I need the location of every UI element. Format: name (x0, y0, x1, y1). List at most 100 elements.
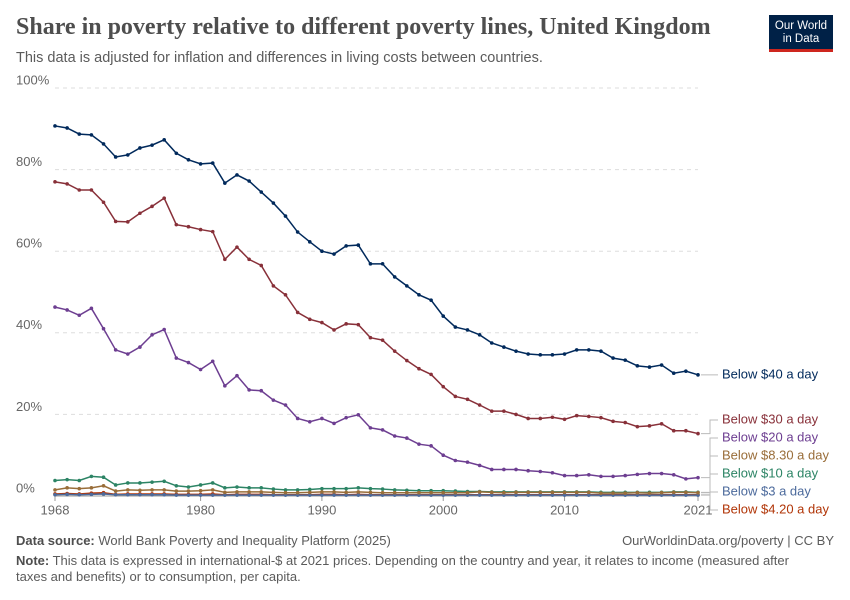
link[interactable]: OurWorldinData.org/poverty | CC BY (622, 533, 834, 548)
data-point (186, 158, 191, 162)
data-point (671, 490, 676, 495)
logo[interactable]: Our World in Data (769, 15, 833, 52)
data-point (587, 493, 591, 497)
data-point (502, 467, 506, 472)
data-point (210, 359, 215, 364)
data-point (210, 161, 215, 165)
data-point (380, 428, 385, 432)
data-point (271, 487, 276, 491)
data-point (186, 493, 191, 497)
data-point (210, 488, 215, 492)
data-point (53, 492, 57, 497)
data-point (89, 133, 94, 137)
data-point (332, 421, 336, 426)
data-point (429, 298, 433, 302)
data-point (392, 349, 397, 353)
data-point (562, 352, 567, 356)
data-point (514, 493, 518, 497)
data-point (429, 444, 433, 448)
data-point (53, 180, 57, 184)
data-point (271, 490, 276, 495)
data-point (574, 473, 579, 478)
data-point (453, 458, 458, 463)
source-text: World Bank Poverty and Inequality Platfo… (98, 533, 391, 548)
data-point (65, 308, 69, 312)
data-point (550, 470, 555, 475)
data-point (53, 124, 57, 128)
data-point (283, 214, 288, 218)
data-point (502, 490, 506, 495)
data-point (489, 490, 494, 495)
data-point (332, 328, 336, 332)
data-point (611, 356, 615, 360)
data-point (320, 486, 324, 491)
data-point (295, 310, 300, 315)
data-point (477, 493, 482, 497)
data-point (538, 469, 543, 474)
data-point (283, 403, 288, 407)
data-point (283, 488, 288, 492)
legend-label: Below $8.30 a day (722, 447, 829, 462)
data-point (684, 369, 688, 373)
data-point (113, 483, 118, 487)
data-point (295, 416, 300, 421)
data-point (574, 490, 579, 495)
data-point (223, 181, 227, 185)
data-point (405, 284, 409, 288)
data-point (247, 257, 251, 262)
data-point (380, 487, 385, 491)
data-point (441, 490, 446, 495)
y-tick-label: 20% (16, 399, 42, 414)
data-point (514, 412, 518, 417)
data-point (101, 484, 106, 488)
data-point (271, 201, 276, 205)
data-point (101, 492, 106, 496)
data-point (647, 491, 652, 495)
data-point (223, 490, 227, 495)
data-point (611, 419, 615, 424)
data-point (65, 126, 69, 130)
data-point (671, 493, 676, 497)
data-point (635, 424, 640, 429)
note-text: This data is expressed in international-… (16, 553, 789, 584)
data-point (635, 364, 640, 368)
legend-connector (701, 473, 718, 493)
data-point (526, 352, 530, 356)
data-point (368, 262, 373, 266)
data-point (186, 489, 191, 493)
data-point (259, 493, 264, 497)
data-point (368, 493, 373, 497)
data-point (441, 314, 446, 318)
data-point (696, 490, 700, 495)
data-point (405, 436, 409, 440)
data-point (125, 153, 130, 157)
source-label: Data source: (16, 533, 95, 548)
data-point (198, 483, 203, 487)
data-point (562, 493, 567, 497)
chart-subtitle: This data is adjusted for inflation and … (16, 50, 543, 66)
data-point (235, 245, 239, 249)
data-point (210, 481, 215, 485)
data-point (562, 417, 567, 422)
data-point (684, 477, 688, 481)
data-point (223, 486, 227, 490)
y-tick-label: 0% (16, 480, 35, 495)
data-point (259, 388, 264, 393)
data-point (271, 284, 276, 288)
data-point (113, 219, 118, 224)
data-point (538, 416, 543, 421)
data-point (684, 490, 688, 495)
data-point (320, 416, 324, 421)
data-point (77, 132, 82, 136)
data-point (429, 372, 433, 377)
legend-label: Below $30 a day (722, 411, 819, 426)
x-tick-label: 2000 (429, 502, 458, 517)
data-point (53, 488, 57, 492)
data-point (344, 415, 348, 420)
data-point (344, 486, 348, 491)
data-point (453, 325, 458, 329)
data-point (599, 349, 603, 353)
data-point (659, 421, 664, 426)
data-point (320, 490, 324, 494)
data-point (477, 333, 482, 337)
